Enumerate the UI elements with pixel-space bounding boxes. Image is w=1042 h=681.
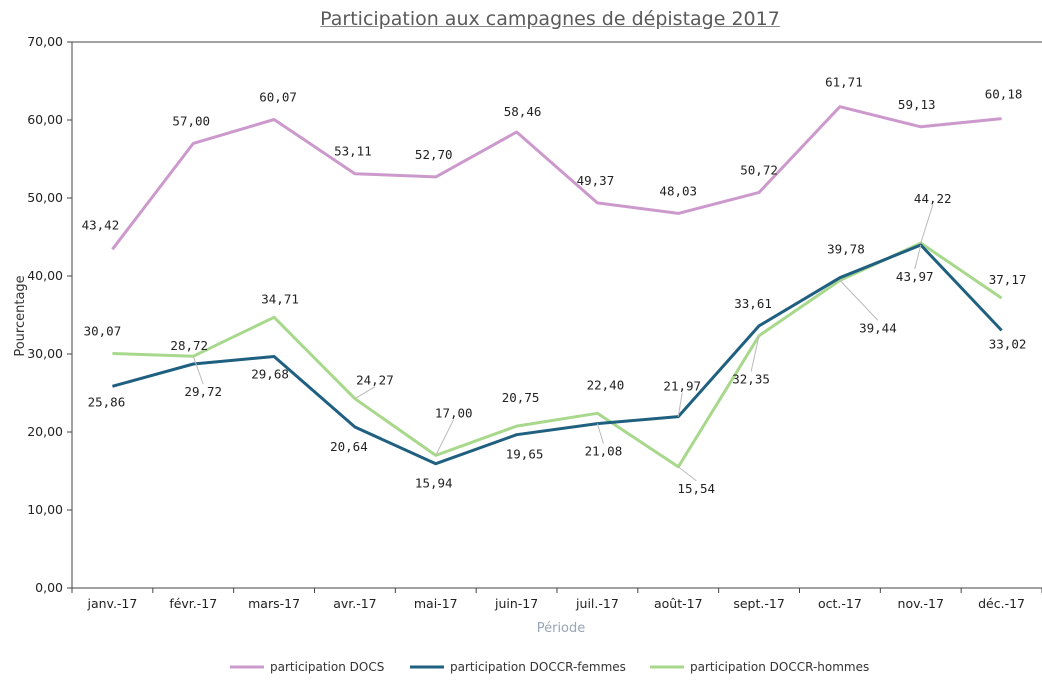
data-label: 43,97 — [896, 269, 934, 284]
data-label: 17,00 — [435, 405, 473, 420]
data-label: 21,08 — [585, 444, 623, 459]
axes: 0,00 10,00 20,00 30,00 40,00 50,00 60,00 70,00 j… — [27, 34, 1042, 611]
data-label: 15,54 — [677, 481, 715, 496]
data-label: 33,61 — [734, 296, 772, 311]
data-label-leader — [677, 466, 697, 482]
data-label: 24,27 — [356, 373, 394, 388]
x-tick-label: déc.-17 — [978, 596, 1025, 611]
legend-label: participation DOCCR-hommes — [690, 660, 869, 674]
y-tick-label: 60,00 — [27, 112, 63, 127]
data-label: 28,72 — [170, 338, 208, 353]
data-label: 39,44 — [859, 320, 897, 335]
x-tick-label: juin-17 — [494, 596, 538, 611]
y-axis-title: Pourcentage — [13, 275, 28, 356]
x-tick-label: sept.-17 — [733, 596, 784, 611]
data-label: 59,13 — [898, 97, 936, 112]
data-label: 60,07 — [259, 89, 297, 104]
x-tick-label: juil.-17 — [575, 596, 619, 611]
y-tick-label: 30,00 — [27, 346, 63, 361]
data-label: 53,11 — [334, 144, 372, 159]
data-label: 61,71 — [825, 75, 863, 90]
data-label: 39,78 — [827, 242, 865, 257]
y-tick-label: 70,00 — [27, 34, 63, 49]
x-tick-label: mai-17 — [414, 596, 458, 611]
y-tick-label: 50,00 — [27, 190, 63, 205]
x-axis-title: Période — [537, 621, 586, 636]
data-label-leader — [914, 244, 922, 270]
data-label: 48,03 — [659, 183, 697, 198]
x-tick-label: avr.-17 — [333, 596, 376, 611]
legend-label: participation DOCCR-femmes — [450, 660, 626, 674]
data-label-leader — [435, 419, 455, 456]
x-tick-label: mars-17 — [248, 596, 300, 611]
data-label: 57,00 — [172, 113, 210, 128]
data-label: 20,64 — [330, 439, 368, 454]
data-label: 32,35 — [732, 372, 770, 387]
x-tick-label: janv.-17 — [86, 596, 137, 611]
data-label: 22,40 — [587, 377, 625, 392]
data-label-leader — [750, 335, 760, 372]
data-label: 58,46 — [504, 104, 542, 119]
data-label: 34,71 — [261, 291, 299, 306]
data-label: 30,07 — [84, 323, 122, 338]
series-line-2 — [112, 241, 1003, 469]
data-label: 43,42 — [82, 217, 120, 232]
data-label-leader — [920, 204, 934, 244]
x-tick-label: août-17 — [654, 596, 703, 611]
data-label: 25,86 — [88, 394, 126, 409]
data-label: 44,22 — [914, 191, 952, 206]
data-label-leader — [354, 386, 376, 400]
data-label: 50,72 — [740, 162, 778, 177]
y-tick-label: 20,00 — [27, 424, 63, 439]
legend: participation DOCS participation DOCCR-fe… — [230, 660, 869, 674]
data-label: 29,68 — [251, 366, 289, 381]
data-label: 49,37 — [577, 173, 615, 188]
data-label: 60,18 — [985, 87, 1023, 102]
x-tick-label: févr.-17 — [169, 596, 217, 611]
data-label: 33,02 — [989, 336, 1027, 351]
x-tick-label: nov.-17 — [898, 596, 944, 611]
y-tick-label: 0,00 — [35, 580, 63, 595]
chart-title: Participation aux campagnes de dépistage… — [320, 8, 780, 30]
data-label: 20,75 — [502, 390, 540, 405]
data-label: 37,17 — [989, 272, 1027, 287]
series-line-0 — [111, 105, 1002, 251]
data-label-leader — [677, 392, 683, 417]
data-label: 21,97 — [663, 379, 701, 394]
data-label-leader — [839, 280, 879, 321]
data-label-leader — [596, 423, 604, 444]
y-tick-label: 10,00 — [27, 502, 63, 517]
data-label: 29,72 — [184, 384, 222, 399]
data-label: 19,65 — [506, 447, 544, 462]
x-tick-label: oct.-17 — [818, 596, 862, 611]
data-labels: 43,42 57,00 60,07 53,11 52,70 58,46 49,37 48,03… — [82, 75, 1027, 496]
series-line-1 — [112, 243, 1003, 466]
data-label: 15,94 — [415, 476, 453, 491]
series-lines — [111, 105, 1003, 469]
y-tick-label: 40,00 — [27, 268, 63, 283]
data-label: 52,70 — [415, 147, 453, 162]
legend-label: participation DOCS — [270, 660, 384, 674]
data-label-leader — [192, 356, 204, 385]
